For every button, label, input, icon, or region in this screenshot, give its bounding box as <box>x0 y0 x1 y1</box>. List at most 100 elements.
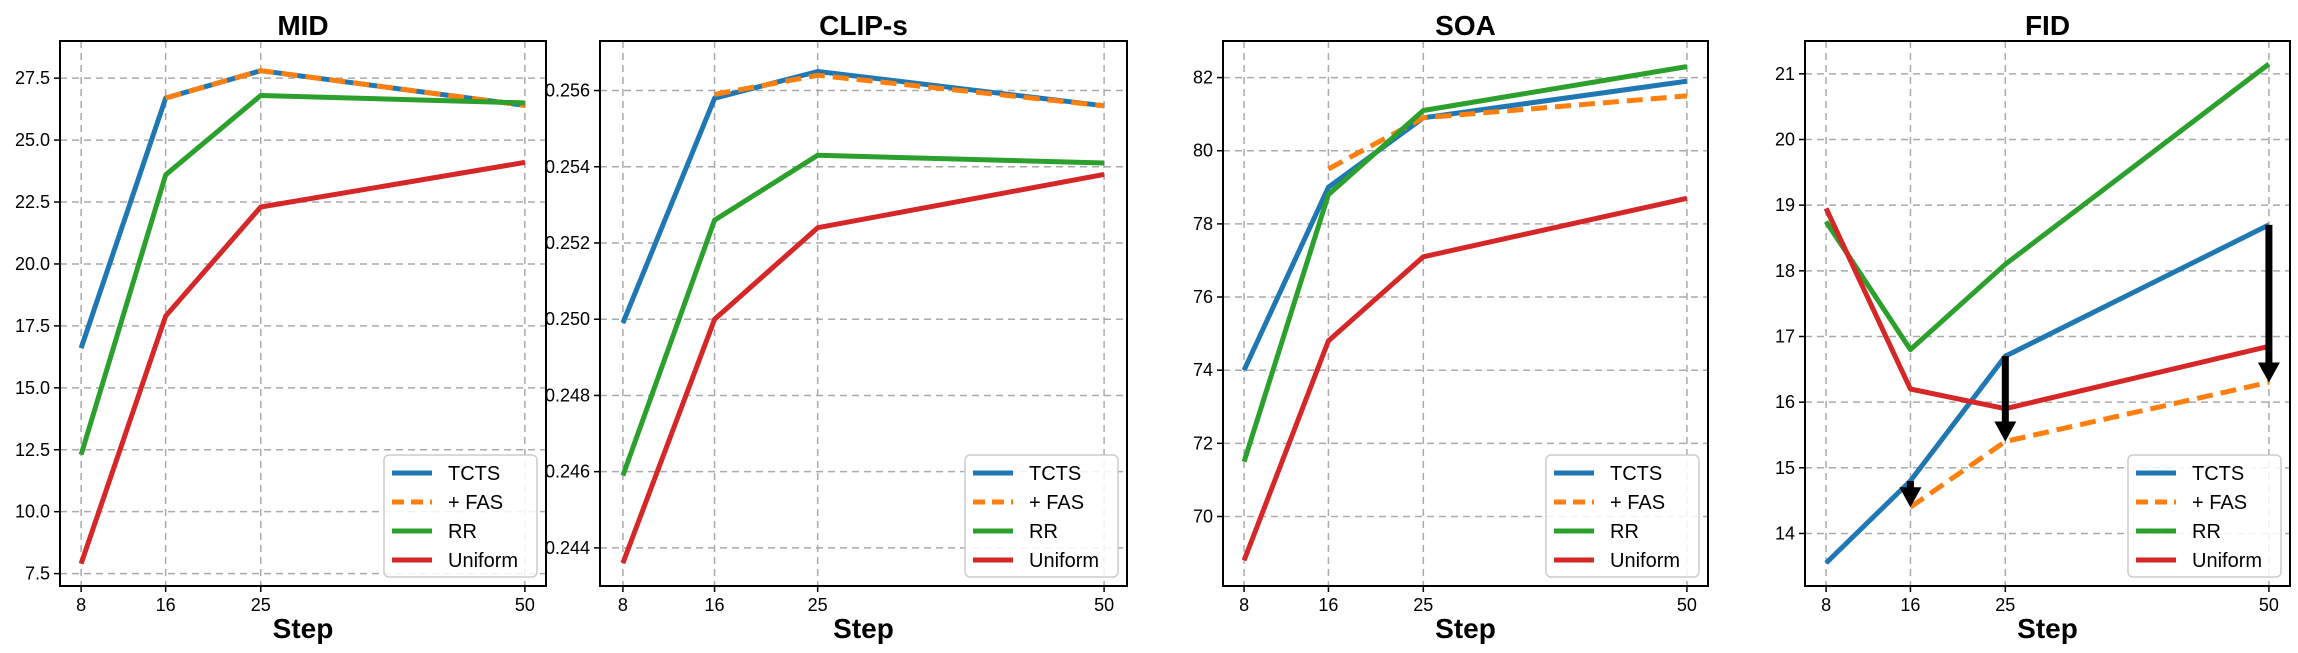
series-line-uniform <box>620 171 1105 564</box>
y-tick-label: 17 <box>1775 326 1795 346</box>
legend-label: RR <box>2192 521 2221 543</box>
x-tick-label: 8 <box>618 595 628 615</box>
y-tick-label: 74 <box>1193 360 1213 380</box>
legend-label: Uniform <box>1610 550 1680 572</box>
x-tick-label: 8 <box>1821 595 1831 615</box>
y-tick-label: 27.5 <box>15 68 50 88</box>
legend: TCTS + FAS RR Uniform <box>383 454 538 578</box>
y-tick-label: 12.5 <box>15 440 50 460</box>
arrow-head <box>1899 487 1922 508</box>
arrow-head <box>2257 362 2280 383</box>
chart-panel-1: 8 16 25 50 7.5 10.0 12.5 15.0 17.5 20.0 22.5 25.0 27… <box>15 10 547 644</box>
y-tick-label: 15 <box>1775 458 1795 478</box>
legend-box <box>964 454 1119 578</box>
y-tick-label: 22.5 <box>15 192 50 212</box>
series-line-fas <box>1908 379 2270 510</box>
legend-label: Uniform <box>2192 550 2262 572</box>
chart-title: CLIP-s <box>819 10 908 41</box>
legend: TCTS + FAS RR Uniform <box>2127 454 2282 578</box>
series-line-fas <box>714 72 1105 109</box>
legend-label: + FAS <box>1610 492 1665 514</box>
y-tick-label: 82 <box>1193 68 1213 88</box>
x-tick-label: 25 <box>808 595 828 615</box>
arrow-head <box>1994 421 2017 442</box>
y-tick-label: 0.246 <box>545 462 590 482</box>
y-tick-label: 76 <box>1193 287 1213 307</box>
series-line-tcts <box>78 68 526 350</box>
y-tick-label: 15.0 <box>15 378 50 398</box>
series-line-rr <box>620 152 1105 477</box>
x-tick-label: 25 <box>1995 595 2015 615</box>
x-axis-label: Step <box>833 613 894 644</box>
chart-panel-2: 8 16 25 50 0.244 0.246 0.248 0.250 0.252 0.254 0.2… <box>545 10 1128 644</box>
chart-panel-3: 8 16 25 50 70 72 74 76 78 80 82 SOA Step TCTS + FAS RR U… <box>1193 10 1709 644</box>
chart-title: FID <box>2025 10 2070 41</box>
y-tick-label: 0.254 <box>545 157 590 177</box>
y-tick-label: 17.5 <box>15 316 50 336</box>
legend-label: TCTS <box>1610 463 1662 485</box>
x-tick-label: 16 <box>1900 595 1920 615</box>
x-tick-label: 50 <box>2259 595 2279 615</box>
y-tick-label: 10.0 <box>15 502 50 522</box>
y-tick-label: 19 <box>1775 195 1795 215</box>
series-line-uniform <box>1823 207 2270 412</box>
y-tick-label: 20 <box>1775 129 1795 149</box>
legend-label: + FAS <box>2192 492 2247 514</box>
y-tick-label: 0.252 <box>545 233 590 253</box>
y-tick-label: 0.244 <box>545 538 590 558</box>
y-tick-label: 78 <box>1193 214 1213 234</box>
legend-box <box>383 454 538 578</box>
legend-label: TCTS <box>1029 463 1081 485</box>
x-tick-label: 16 <box>156 595 176 615</box>
x-axis-label: Step <box>273 613 334 644</box>
y-tick-label: 7.5 <box>25 564 50 584</box>
plot-frame <box>59 40 547 587</box>
y-tick-label: 20.0 <box>15 254 50 274</box>
legend-label: TCTS <box>2192 463 2244 485</box>
legend-label: + FAS <box>448 492 503 514</box>
y-tick-label: 0.250 <box>545 309 590 329</box>
legend-label: RR <box>1029 521 1058 543</box>
legend: TCTS + FAS RR Uniform <box>1545 454 1700 578</box>
legend-label: RR <box>448 521 477 543</box>
x-axis-label: Step <box>2017 613 2078 644</box>
x-tick-label: 8 <box>1239 595 1249 615</box>
plot-frame <box>599 40 1128 587</box>
y-tick-label: 18 <box>1775 261 1795 281</box>
chart-title: SOA <box>1435 10 1496 41</box>
y-tick-label: 70 <box>1193 507 1213 527</box>
series-line-tcts <box>620 69 1105 324</box>
legend: TCTS + FAS RR Uniform <box>964 454 1119 578</box>
series-line-rr <box>1241 64 1688 463</box>
series-line-rr <box>1824 62 2271 353</box>
legend-label: TCTS <box>448 463 500 485</box>
chart-title: MID <box>277 10 328 41</box>
x-tick-label: 50 <box>515 595 535 615</box>
y-tick-label: 0.248 <box>545 385 590 405</box>
series-line-fas <box>1327 93 1688 172</box>
y-tick-label: 21 <box>1775 64 1795 84</box>
legend-label: + FAS <box>1029 492 1084 514</box>
chart-panel-4: 8 16 25 50 14 15 16 17 18 19 20 21 FID Step TCTS + FAS R… <box>1775 10 2291 644</box>
legend-box <box>1545 454 1700 578</box>
x-tick-label: 8 <box>76 595 86 615</box>
x-tick-label: 50 <box>1094 595 1114 615</box>
legend-label: RR <box>1610 521 1639 543</box>
series-line-fas <box>165 68 526 108</box>
x-tick-label: 25 <box>1413 595 1433 615</box>
x-tick-label: 25 <box>251 595 271 615</box>
x-tick-label: 16 <box>705 595 725 615</box>
legend-box <box>2127 454 2282 578</box>
y-tick-label: 80 <box>1193 141 1213 161</box>
legend-label: Uniform <box>448 550 518 572</box>
series-line-uniform <box>1241 195 1688 562</box>
x-axis-label: Step <box>1435 613 1496 644</box>
legend-label: Uniform <box>1029 550 1099 572</box>
series-line-tcts <box>1824 222 2271 565</box>
plot-frame <box>1222 40 1709 587</box>
series-line-rr <box>78 93 525 456</box>
y-tick-label: 72 <box>1193 433 1213 453</box>
y-tick-label: 0.256 <box>545 81 590 101</box>
plot-frame <box>1804 40 2291 587</box>
